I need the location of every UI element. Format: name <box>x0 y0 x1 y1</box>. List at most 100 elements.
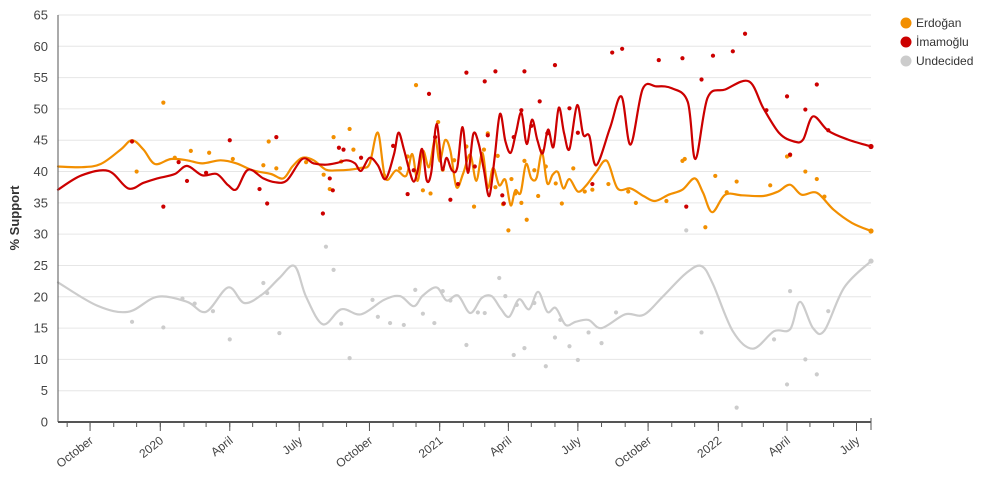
data-point-imamoglu <box>501 201 506 206</box>
data-point-undecided <box>475 310 480 315</box>
data-point-imamoglu <box>710 53 716 58</box>
x-tick-label: July <box>280 433 305 457</box>
data-point-imamoglu <box>227 138 232 143</box>
data-point-undecided <box>387 320 393 326</box>
series-line-erdogan <box>56 131 873 233</box>
y-tick-label: 65 <box>34 8 48 23</box>
data-point-imamoglu <box>265 201 270 206</box>
data-point-imamoglu <box>826 128 831 133</box>
data-point-erdogan <box>509 176 514 182</box>
data-point-undecided <box>331 267 336 272</box>
data-point-erdogan <box>471 204 477 209</box>
data-point-undecided <box>699 330 704 335</box>
data-point-imamoglu <box>610 50 615 55</box>
data-point-imamoglu <box>814 82 819 87</box>
data-point-imamoglu <box>405 191 410 197</box>
data-point-undecided <box>339 321 344 326</box>
data-point-erdogan <box>582 189 587 194</box>
legend[interactable]: Erdoğan İmamoğlu Undecided <box>900 16 974 68</box>
data-point-imamoglu <box>784 94 790 99</box>
data-point-erdogan <box>303 160 309 165</box>
data-point-undecided <box>161 325 166 330</box>
data-point-erdogan <box>321 172 326 177</box>
legend-label-imamoglu: İmamoğlu <box>916 35 969 49</box>
y-tick-label: 0 <box>41 415 48 430</box>
legend-item-undecided[interactable]: Undecided <box>900 54 974 68</box>
series-line-imamoglu <box>56 79 873 198</box>
legend-item-imamoglu[interactable]: İmamoğlu <box>900 35 969 49</box>
data-point-erdogan <box>331 135 336 140</box>
series-line-undecided <box>56 260 873 350</box>
x-tick-label: October <box>54 433 96 470</box>
data-point-imamoglu <box>684 204 689 209</box>
data-point-erdogan <box>493 185 498 190</box>
axes: 0 5 10 15 20 25 30 35 40 45 50 55 60 65 October 2020 Apr… <box>34 8 872 471</box>
legend-marker-imamoglu <box>900 36 912 48</box>
data-point-undecided <box>464 342 469 348</box>
data-point-undecided <box>482 310 487 316</box>
y-tick-label: 30 <box>34 227 48 242</box>
data-point-undecided <box>503 294 508 299</box>
data-point-erdogan <box>713 173 718 179</box>
data-point-undecided <box>684 228 689 233</box>
y-tick-label: 5 <box>41 383 48 398</box>
data-point-undecided <box>265 290 270 296</box>
data-point-imamoglu <box>472 164 477 169</box>
data-point-erdogan <box>188 148 193 153</box>
y-tick-label: 40 <box>34 164 48 179</box>
data-point-erdogan <box>261 163 266 168</box>
data-point-imamoglu <box>590 181 595 187</box>
data-point-erdogan <box>536 193 541 199</box>
data-point-undecided <box>347 356 352 361</box>
data-point-undecided <box>511 352 516 358</box>
data-point-erdogan <box>633 200 638 205</box>
data-point-imamoglu <box>493 69 498 74</box>
data-point-imamoglu <box>161 204 166 209</box>
data-point-erdogan <box>207 150 212 155</box>
data-point-undecided <box>543 364 548 369</box>
data-point-erdogan <box>522 158 527 163</box>
x-tick-label: April <box>765 433 793 459</box>
data-point-imamoglu <box>500 193 505 198</box>
legend-item-erdogan[interactable]: Erdoğan <box>900 16 962 30</box>
y-axis-title: % Support <box>7 185 22 251</box>
y-tick-label: 20 <box>34 289 48 304</box>
legend-marker-undecided <box>900 55 912 67</box>
data-point-imamoglu <box>327 176 332 181</box>
x-tick-label: April <box>208 433 236 459</box>
series-end-point-imamoglu <box>868 143 874 150</box>
data-point-imamoglu <box>129 139 135 144</box>
data-point-imamoglu <box>203 170 209 175</box>
x-tick-label: July <box>837 433 862 457</box>
data-point-imamoglu <box>482 79 487 84</box>
data-point-erdogan <box>495 153 500 158</box>
data-point-undecided <box>370 297 375 302</box>
data-point-undecided <box>814 372 819 377</box>
data-point-erdogan <box>274 166 279 171</box>
data-point-imamoglu <box>176 160 181 165</box>
data-point-erdogan <box>351 147 356 152</box>
data-point-imamoglu <box>529 123 534 128</box>
data-point-imamoglu <box>620 46 625 51</box>
grid <box>58 14 871 423</box>
data-point-imamoglu <box>742 31 748 36</box>
data-point-imamoglu <box>545 131 550 136</box>
data-point-erdogan <box>506 228 511 233</box>
data-point-undecided <box>448 298 453 303</box>
data-point-imamoglu <box>257 186 262 192</box>
series-end-point-erdogan <box>868 228 874 234</box>
data-point-erdogan <box>481 147 487 152</box>
x-tick-label: 2022 <box>695 433 725 461</box>
data-point-imamoglu <box>448 197 453 202</box>
data-point-undecided <box>613 310 619 315</box>
data-point-undecided <box>401 322 406 328</box>
data-point-erdogan <box>734 179 739 184</box>
data-point-imamoglu <box>391 143 396 148</box>
data-point-imamoglu <box>699 77 704 82</box>
y-tick-label: 10 <box>34 352 48 367</box>
data-point-erdogan <box>814 176 819 182</box>
y-tick-label: 25 <box>34 258 48 273</box>
x-tick-label: 2021 <box>416 433 446 461</box>
data-point-imamoglu <box>575 130 580 135</box>
data-point-undecided <box>567 344 572 349</box>
